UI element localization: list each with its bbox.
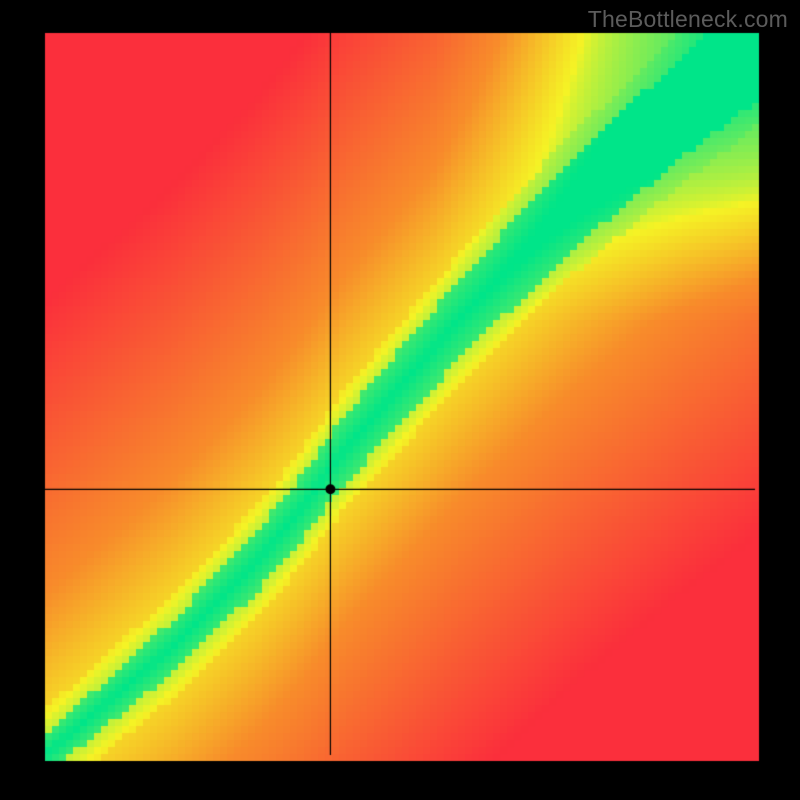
watermark-text: TheBottleneck.com bbox=[588, 6, 788, 33]
heatmap-canvas bbox=[0, 0, 800, 800]
chart-outer bbox=[0, 0, 800, 800]
root-container: { "watermark": "TheBottleneck.com", "cha… bbox=[0, 0, 800, 800]
